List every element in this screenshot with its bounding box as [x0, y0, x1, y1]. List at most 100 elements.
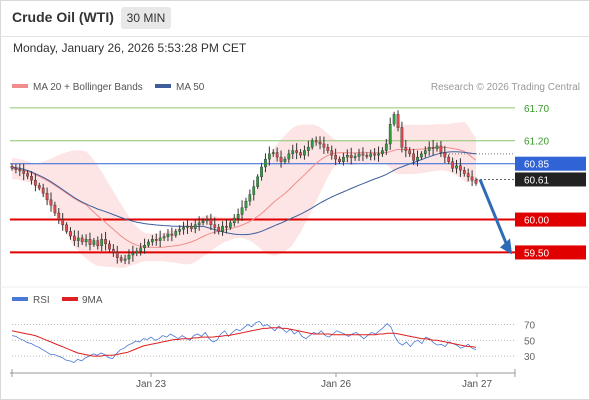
candle: [404, 139, 408, 158]
candle-body: [412, 153, 415, 161]
candle-body: [345, 154, 349, 158]
candle: [345, 149, 349, 163]
candle-body: [443, 152, 447, 158]
candle-body: [88, 239, 92, 245]
candle: [462, 166, 466, 177]
candle-body: [334, 154, 338, 160]
candle: [193, 219, 197, 234]
candle-body: [384, 143, 388, 151]
candle: [69, 227, 72, 240]
candle-body: [459, 165, 462, 171]
candle: [135, 247, 139, 257]
candle-body: [252, 186, 256, 195]
candle-body: [388, 124, 392, 145]
candle: [119, 255, 123, 263]
candle-body: [65, 224, 68, 232]
candle-body: [260, 166, 263, 178]
candle: [357, 148, 361, 161]
candle: [205, 215, 209, 225]
candle-body: [267, 153, 271, 160]
candle-body: [170, 233, 174, 236]
candle: [162, 233, 166, 242]
candle: [264, 153, 267, 173]
candle: [182, 221, 185, 235]
candle: [217, 224, 221, 235]
candle: [18, 163, 22, 177]
candle: [236, 208, 240, 224]
candle: [178, 225, 182, 236]
candle: [384, 138, 388, 156]
candle-body: [182, 227, 185, 230]
candle-body: [22, 170, 26, 174]
candle: [115, 245, 119, 264]
candle-body: [221, 225, 224, 232]
candle: [112, 244, 115, 257]
candle: [420, 151, 423, 160]
candle-body: [217, 227, 221, 232]
candle: [342, 152, 345, 166]
timeframe-button[interactable]: 30 MIN: [121, 7, 171, 29]
candle-body: [127, 254, 131, 260]
rsi-ma-legend-swatch: [62, 297, 78, 301]
candle-body: [470, 176, 474, 181]
candle-body: [256, 176, 260, 187]
candle: [248, 189, 252, 206]
candle: [435, 142, 439, 152]
candle: [303, 145, 306, 160]
candle: [240, 200, 244, 221]
candle-body: [80, 237, 84, 243]
rsi-legend-label: RSI: [33, 295, 50, 306]
candle-body: [189, 225, 193, 229]
candle: [108, 240, 111, 253]
ma50-legend-swatch: [155, 84, 171, 88]
candle-body: [14, 168, 18, 170]
candle-body: [306, 147, 310, 151]
candle: [57, 207, 61, 225]
candle-body: [104, 239, 107, 245]
candle: [314, 136, 318, 146]
candle: [174, 228, 178, 238]
candle: [92, 237, 96, 247]
candle: [377, 146, 380, 162]
candle-body: [119, 257, 123, 261]
candle: [252, 180, 256, 201]
rsi-tick-label: 30: [524, 352, 536, 363]
candle: [412, 148, 415, 165]
ma50-legend-label: MA 50: [176, 82, 205, 93]
candle: [73, 230, 76, 246]
candle-body: [26, 173, 29, 177]
candle-body: [326, 147, 330, 151]
x-tick-label: Jan 23: [136, 379, 166, 390]
resistance-tag: 61.70: [524, 104, 549, 115]
candle-body: [147, 241, 150, 246]
candle-body: [213, 224, 217, 228]
candle-body: [248, 194, 252, 202]
ma50-line: [11, 151, 477, 236]
candle-body: [108, 243, 111, 250]
level-tag-bg-last: [515, 172, 586, 187]
candle: [37, 182, 41, 191]
rsi-lines: [11, 320, 477, 363]
projection-arrow: [478, 178, 512, 255]
candle: [201, 218, 205, 226]
candle-body: [112, 248, 115, 253]
candle-body: [115, 252, 119, 258]
candle-body: [318, 141, 322, 145]
candle: [244, 197, 248, 211]
candle-body: [178, 229, 182, 232]
candle-body: [174, 231, 178, 236]
candle-body: [291, 150, 295, 155]
candle-body: [10, 166, 14, 169]
candle-body: [84, 239, 88, 243]
candle-body: [365, 154, 369, 157]
projection-arrow-head: [500, 238, 512, 255]
candle: [295, 143, 299, 160]
rsi-ma-legend-label: 9MA: [82, 295, 103, 306]
candle: [45, 187, 49, 206]
candle: [349, 147, 353, 165]
candle: [147, 239, 150, 248]
candle-body: [295, 150, 299, 153]
candle-body: [154, 239, 158, 241]
bollinger-band-area: [12, 122, 476, 268]
candle: [186, 218, 189, 235]
